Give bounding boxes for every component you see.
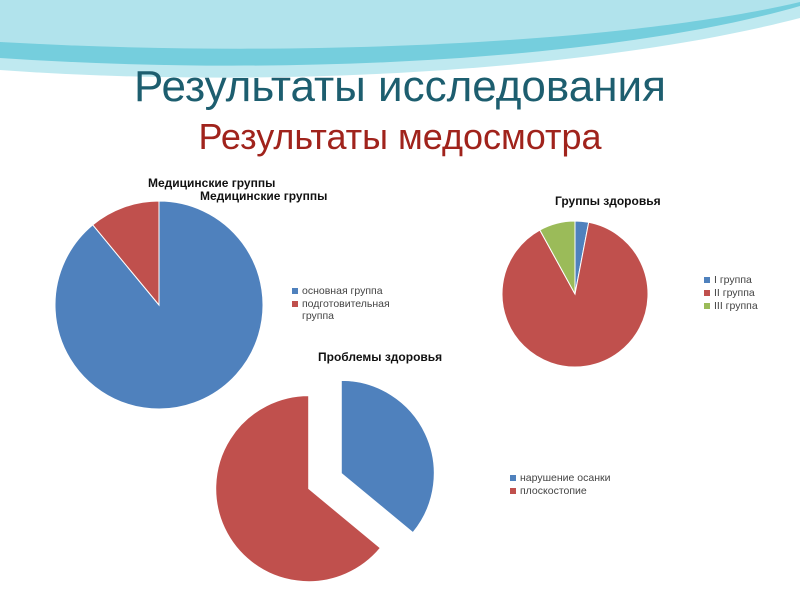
legend-swatch — [510, 475, 516, 481]
chart-1-title: Медицинские группы — [148, 176, 276, 190]
pie-slice-1-2 — [92, 200, 160, 307]
chart-1-title-overlay: Медицинские группы — [200, 189, 328, 203]
legend-item: плоскостопие — [510, 485, 630, 497]
legend-label: III группа — [714, 300, 758, 312]
legend-item: III группа — [704, 300, 794, 312]
legend-swatch — [510, 488, 516, 494]
legend-swatch — [292, 288, 298, 294]
pie-slice-3-1 — [340, 379, 435, 534]
chart-2-pie — [501, 220, 649, 368]
legend-swatch — [704, 277, 710, 283]
legend-item: II группа — [704, 287, 794, 299]
legend-label: основная группа — [302, 285, 383, 297]
chart-1-pie — [54, 200, 264, 410]
legend-swatch — [704, 303, 710, 309]
legend-label: подготовительная группа — [302, 298, 390, 322]
legend-item: подготовительная группа — [292, 298, 412, 322]
legend-label: II группа — [714, 287, 755, 299]
legend-item: основная группа — [292, 285, 412, 297]
chart-2-title: Группы здоровья — [555, 194, 661, 208]
chart-3-legend: нарушение осанки плоскостопие — [510, 472, 630, 498]
chart-3-pie — [215, 379, 435, 583]
pie-slice-2-3 — [539, 220, 576, 295]
legend-label: нарушение осанки — [520, 472, 611, 484]
chart-1-legend: основная группа подготовительная группа — [292, 285, 412, 323]
legend-item: I группа — [704, 274, 794, 286]
slide-subtitle: Результаты медосмотра — [198, 116, 602, 157]
pie-slice-3-2 — [215, 395, 382, 583]
chart-3-title: Проблемы здоровья — [318, 350, 443, 364]
slide-title: Результаты исследования — [134, 62, 666, 111]
legend-item: нарушение осанки — [510, 472, 630, 484]
pie-slice-2-2 — [501, 221, 649, 368]
legend-swatch — [704, 290, 710, 296]
legend-label: I группа — [714, 274, 752, 286]
legend-label: плоскостопие — [520, 485, 587, 497]
decorative-wave-banner — [0, 0, 800, 78]
legend-swatch — [292, 301, 298, 307]
chart-2-legend: I группа II группа III группа — [704, 274, 794, 313]
